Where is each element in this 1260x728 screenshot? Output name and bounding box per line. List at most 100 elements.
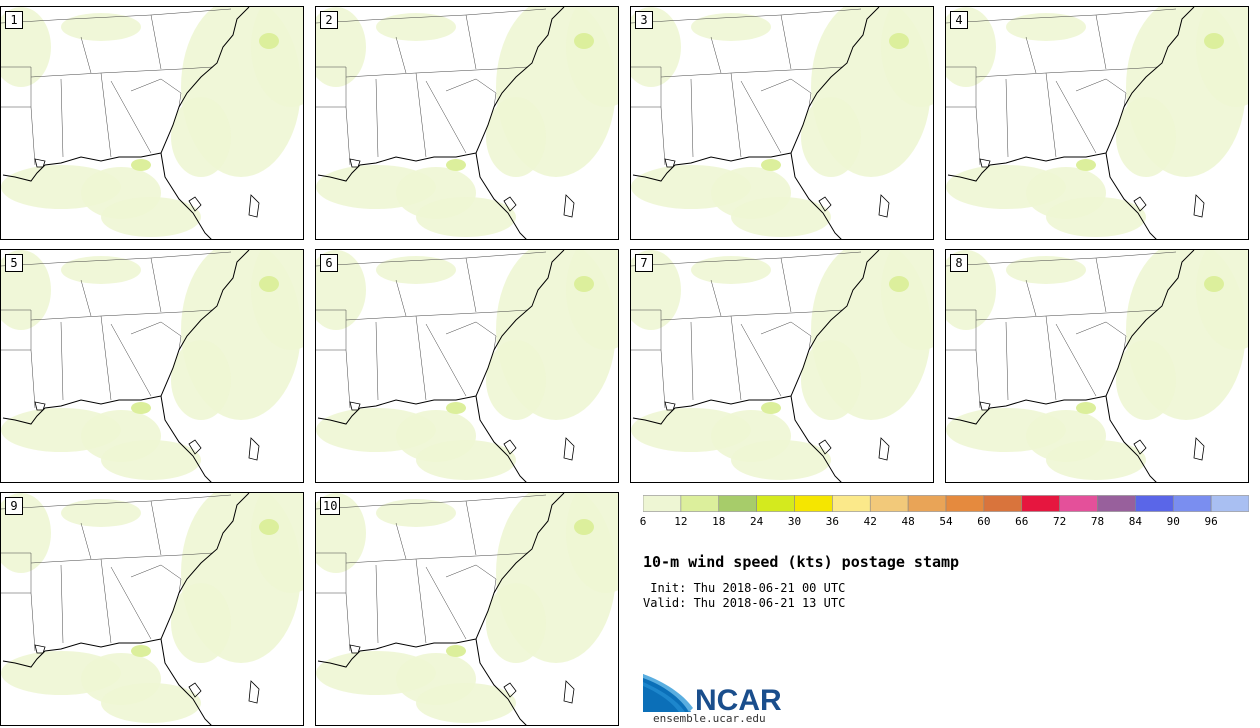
state-boundary — [1055, 80, 1097, 154]
state-boundary — [1, 552, 32, 593]
state-boundary — [631, 8, 862, 24]
state-boundary — [660, 66, 844, 78]
state-boundary — [425, 323, 467, 397]
wind-shading — [61, 13, 141, 41]
lake-outline — [818, 196, 832, 212]
wind-shading-12kt — [574, 276, 594, 292]
colorbar-swatch — [680, 495, 720, 512]
wind-shading — [416, 197, 516, 237]
state-boundary — [946, 66, 977, 107]
wind-shading-12kt — [889, 33, 909, 49]
colorbar-swatch — [1021, 495, 1060, 512]
lake-outline — [34, 158, 46, 168]
state-boundary — [1005, 321, 1009, 401]
coastline — [2, 493, 250, 725]
coastline — [317, 7, 565, 239]
state-boundary — [316, 552, 347, 593]
colorbar-swatch — [1097, 495, 1136, 512]
state-boundary — [946, 106, 981, 166]
state-boundary — [780, 14, 792, 70]
panel-member-10: 10 — [315, 492, 619, 726]
panel-label: 10 — [320, 497, 341, 515]
state-boundary — [710, 36, 722, 74]
colorbar-swatch — [794, 495, 833, 512]
wind-shading — [101, 683, 201, 723]
colorbar-tick-label: 54 — [939, 515, 953, 528]
wind-shading — [881, 7, 933, 107]
wind-shading-12kt — [1076, 402, 1096, 414]
colorbar-swatch — [1059, 495, 1098, 512]
state-boundary — [80, 36, 92, 74]
state-boundary — [150, 500, 162, 556]
wind-shading — [61, 499, 141, 527]
colorbar-tick-label: 36 — [825, 515, 839, 528]
lake-outline — [1193, 194, 1205, 218]
wind-shading-12kt — [131, 159, 151, 171]
state-boundary — [60, 78, 64, 158]
state-boundary — [445, 564, 497, 594]
lake-outline — [1193, 437, 1205, 461]
wind-shading — [486, 340, 546, 420]
panel-member-5: 5 — [0, 249, 304, 483]
init-time: Init: Thu 2018-06-21 00 UTC — [643, 581, 846, 595]
state-boundary — [740, 323, 782, 397]
wind-shading-12kt — [761, 159, 781, 171]
wind-shading — [566, 7, 618, 107]
state-boundary — [80, 522, 92, 560]
colorbar-swatch — [832, 495, 871, 512]
wind-shading — [376, 13, 456, 41]
colorbar-swatch — [718, 495, 757, 512]
wind-shading — [1046, 440, 1146, 480]
wind-shading — [566, 493, 618, 593]
wind-speed-map — [631, 250, 933, 482]
state-boundary — [631, 106, 666, 166]
state-boundary — [110, 323, 152, 397]
lake-outline — [664, 158, 676, 168]
wind-shading — [171, 340, 231, 420]
state-boundary — [316, 592, 351, 652]
wind-shading — [731, 197, 831, 237]
coastline — [317, 493, 565, 725]
state-boundary — [631, 309, 662, 350]
colorbar-tick-label: 12 — [674, 515, 688, 528]
lake-outline — [34, 644, 46, 654]
wind-shading — [171, 97, 231, 177]
panel-member-1: 1 — [0, 6, 304, 240]
state-boundary — [100, 72, 112, 158]
state-boundary — [130, 78, 182, 108]
state-boundary — [1045, 72, 1057, 158]
state-boundary — [100, 315, 112, 401]
wind-shading-12kt — [131, 645, 151, 657]
wind-shading — [881, 250, 933, 350]
lake-outline — [248, 680, 260, 704]
state-boundary — [1, 494, 232, 510]
state-boundary — [465, 500, 477, 556]
state-boundary — [730, 315, 742, 401]
lake-outline — [34, 401, 46, 411]
lake-outline — [563, 680, 575, 704]
state-boundary — [316, 494, 547, 510]
lake-outline — [818, 439, 832, 455]
panel-label: 5 — [5, 254, 23, 272]
state-boundary — [425, 80, 467, 154]
state-boundary — [316, 309, 347, 350]
state-boundary — [415, 72, 427, 158]
panel-label: 4 — [950, 11, 968, 29]
panel-member-3: 3 — [630, 6, 934, 240]
colorbar-tick-label: 66 — [1015, 515, 1029, 528]
wind-shading — [171, 583, 231, 663]
coastline — [2, 250, 250, 482]
lake-outline — [349, 158, 361, 168]
state-boundary — [60, 564, 64, 644]
lake-outline — [188, 439, 202, 455]
colorbar-tick-label: 60 — [977, 515, 991, 528]
wind-shading-12kt — [259, 519, 279, 535]
logo-text: NCAR — [695, 684, 782, 714]
state-boundary — [1, 309, 32, 350]
coastline — [947, 250, 1195, 482]
state-boundary — [395, 36, 407, 74]
wind-shading-12kt — [1204, 276, 1224, 292]
state-boundary — [465, 257, 477, 313]
state-boundary — [316, 106, 351, 166]
lake-outline — [1133, 196, 1147, 212]
